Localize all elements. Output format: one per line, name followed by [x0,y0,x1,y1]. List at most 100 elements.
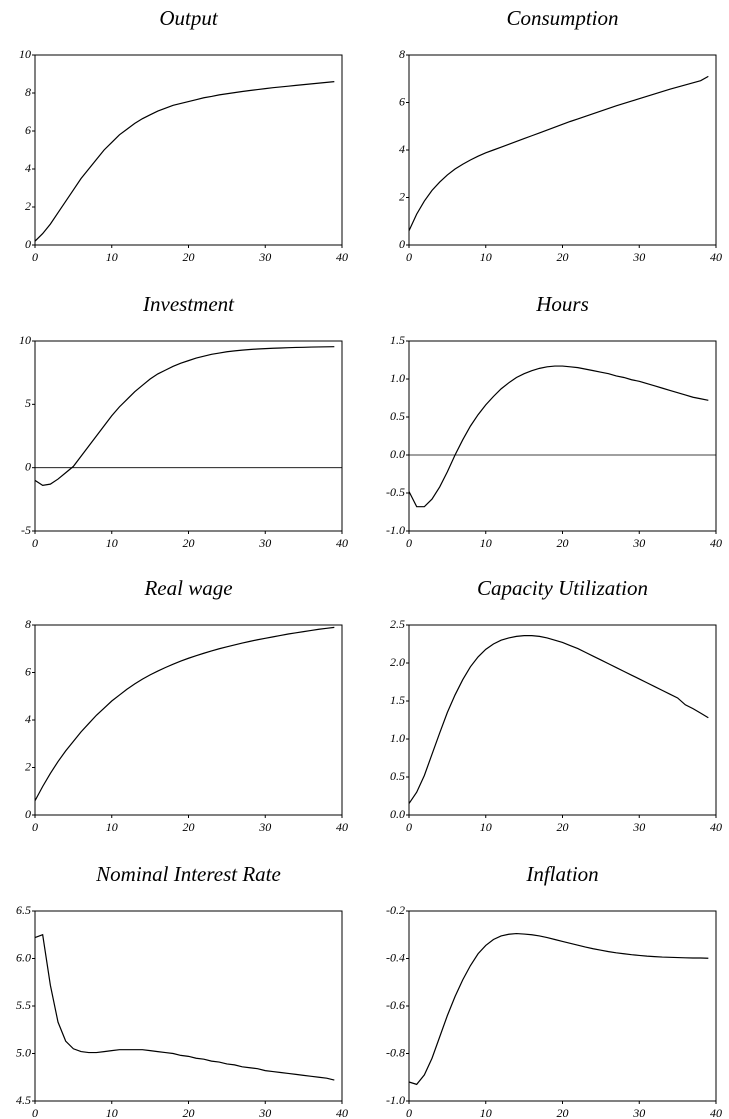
y-tick-label: 1.0 [390,371,405,385]
y-tick-label: 1.0 [390,731,405,745]
y-tick-label: 0.0 [390,447,405,461]
panel: Hours -1.0 -0.5 0.0 0.5 1.0 1.5 0 10 20 30 40 [386,292,722,550]
x-tick-label: 40 [710,536,722,550]
y-tick-label: 2 [25,199,31,213]
x-tick-label: 30 [258,1106,271,1119]
y-tick-label: 2 [25,759,31,773]
y-tick-label: 4.5 [16,1093,31,1107]
x-tick-label: 10 [480,1106,492,1119]
x-tick-label: 30 [258,536,271,550]
x-tick-label: 30 [632,536,645,550]
x-tick-label: 10 [106,536,118,550]
y-tick-label: 4 [399,142,405,156]
x-tick-label: 40 [336,820,348,834]
y-tick-label: 4 [25,712,31,726]
plot-frame [408,910,717,1102]
panel: Capacity Utilization 0.0 0.5 1.0 1.5 2.0 2.5 0 1… [390,576,722,834]
panel-title: Output [159,6,219,30]
x-tick-label: 40 [336,250,348,264]
panel-title: Real wage [143,576,232,600]
panel: Inflation -1.0 -0.8 -0.6 -0.4 -0.2 0 10 20 30 40 [386,862,722,1119]
y-tick-label: 0 [399,237,405,251]
panel-title: Consumption [506,6,618,30]
plot-frame [408,54,717,246]
y-tick-label: 2.0 [390,655,405,669]
x-tick-label: 30 [258,250,271,264]
y-tick-label: 0 [25,459,31,473]
x-tick-label: 0 [406,820,412,834]
x-tick-label: 20 [557,1106,569,1119]
panel-title: Inflation [525,862,598,886]
y-tick-label: 0.5 [390,769,405,783]
y-tick-label: 2.5 [390,617,405,631]
y-tick-label: 10 [19,333,31,347]
x-tick-label: 0 [32,820,38,834]
x-tick-label: 30 [632,1106,645,1119]
y-tick-label: -0.6 [386,998,405,1012]
panel: Output 0 2 4 6 8 10 0 10 20 30 40 [19,6,348,264]
x-tick-label: 10 [480,820,492,834]
plot-frame [34,624,343,816]
panel-title: Capacity Utilization [477,576,648,600]
x-tick-label: 40 [710,250,722,264]
x-tick-label: 20 [183,250,195,264]
y-tick-label: 1.5 [390,333,405,347]
x-tick-label: 10 [480,250,492,264]
y-tick-label: -0.5 [386,485,405,499]
line-series [34,81,335,242]
x-tick-label: 0 [32,250,38,264]
line-series [408,365,709,508]
y-tick-label: -1.0 [386,1093,405,1107]
plot-frame [408,340,717,532]
y-tick-label: 6 [25,123,31,137]
x-tick-label: 40 [336,1106,348,1119]
y-tick-label: 0.0 [390,807,405,821]
x-tick-label: 20 [557,536,569,550]
x-tick-label: 40 [710,1106,722,1119]
panel: Nominal Interest Rate 4.5 5.0 5.5 6.0 6.5 0 10 2… [16,862,348,1119]
y-tick-label: 8 [399,47,405,61]
y-tick-label: 8 [25,85,31,99]
line-series [34,933,335,1081]
y-tick-label: 6.0 [16,950,31,964]
y-tick-label: 2 [399,189,405,203]
line-series [34,346,335,487]
x-tick-label: 10 [106,820,118,834]
x-tick-label: 20 [183,1106,195,1119]
y-tick-label: 5.5 [16,998,31,1012]
line-series [408,932,709,1086]
x-tick-label: 30 [632,820,645,834]
x-tick-label: 20 [557,250,569,264]
y-tick-label: 5 [25,396,31,410]
y-tick-label: 0 [25,237,31,251]
x-tick-label: 10 [106,1106,118,1119]
panel-title: Nominal Interest Rate [95,862,281,886]
x-tick-label: 0 [32,536,38,550]
x-tick-label: 0 [406,250,412,264]
y-tick-label: 6 [399,94,405,108]
y-tick-label: 5.0 [16,1045,31,1059]
line-series [408,75,709,232]
y-tick-label: 0.5 [390,409,405,423]
y-tick-label: 4 [25,161,31,175]
y-tick-label: 0 [25,807,31,821]
y-tick-label: -1.0 [386,523,405,537]
y-tick-label: 8 [25,617,31,631]
y-tick-label: -0.4 [386,950,405,964]
y-tick-label: 1.5 [390,693,405,707]
y-tick-label: 6 [25,664,31,678]
x-tick-label: 20 [183,820,195,834]
panel-title: Hours [535,292,589,316]
panel: Consumption 0 2 4 6 8 0 10 20 30 40 [399,6,722,264]
x-tick-label: 0 [32,1106,38,1119]
panel-title: Investment [142,292,235,316]
panel: Real wage 0 2 4 6 8 0 10 20 30 40 [25,576,348,834]
y-tick-label: -0.8 [386,1045,405,1059]
plot-frame [34,340,343,532]
x-tick-label: 40 [336,536,348,550]
x-tick-label: 20 [183,536,195,550]
line-series [408,635,709,804]
plot-frame [34,54,343,246]
